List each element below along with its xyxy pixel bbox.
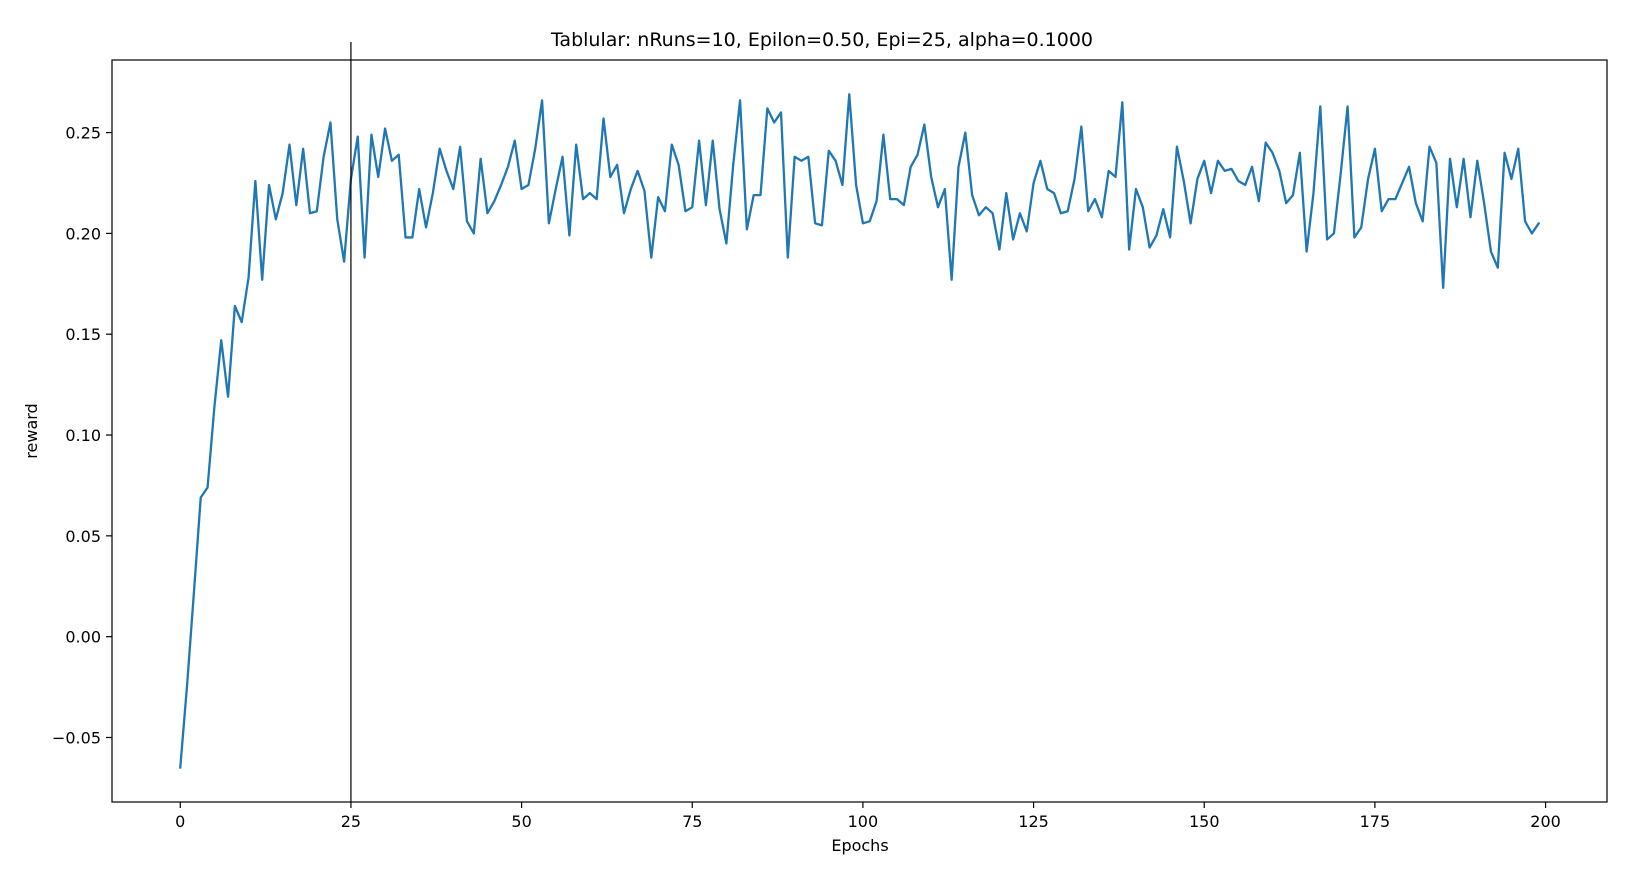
data-layer (179, 42, 1540, 802)
chart-title: Tablular: nRuns=10, Epilon=0.50, Epi=25,… (550, 29, 1093, 51)
y-axis-label: reward (22, 403, 41, 458)
x-tick-label: 125 (1018, 812, 1049, 831)
x-axis-label: Epochs (831, 836, 888, 855)
y-tick-label: 0.10 (65, 426, 101, 445)
x-tick-label: 175 (1360, 812, 1391, 831)
y-tick-label: 0.05 (65, 527, 101, 546)
y-tick-label: 0.15 (65, 325, 101, 344)
series-line-0 (179, 93, 1540, 769)
x-tick-label: 0 (175, 812, 185, 831)
y-tick-label: −0.05 (52, 728, 101, 747)
plot-frame (111, 59, 1608, 803)
x-tick-label: 50 (511, 812, 531, 831)
y-tick-label: 0.25 (65, 124, 101, 143)
x-tick-label: 100 (848, 812, 879, 831)
y-axis-ticks: −0.05 0.00 0.05 0.10 0.15 0.20 0.25 (52, 124, 112, 747)
x-tick-label: 75 (682, 812, 702, 831)
x-tick-label: 200 (1530, 812, 1561, 831)
y-tick-label: 0.00 (65, 628, 101, 647)
x-tick-label: 150 (1189, 812, 1220, 831)
y-tick-label: 0.20 (65, 224, 101, 243)
x-tick-label: 25 (341, 812, 361, 831)
x-axis-ticks: 0 25 50 75 100 125 150 175 200 (175, 802, 1561, 831)
